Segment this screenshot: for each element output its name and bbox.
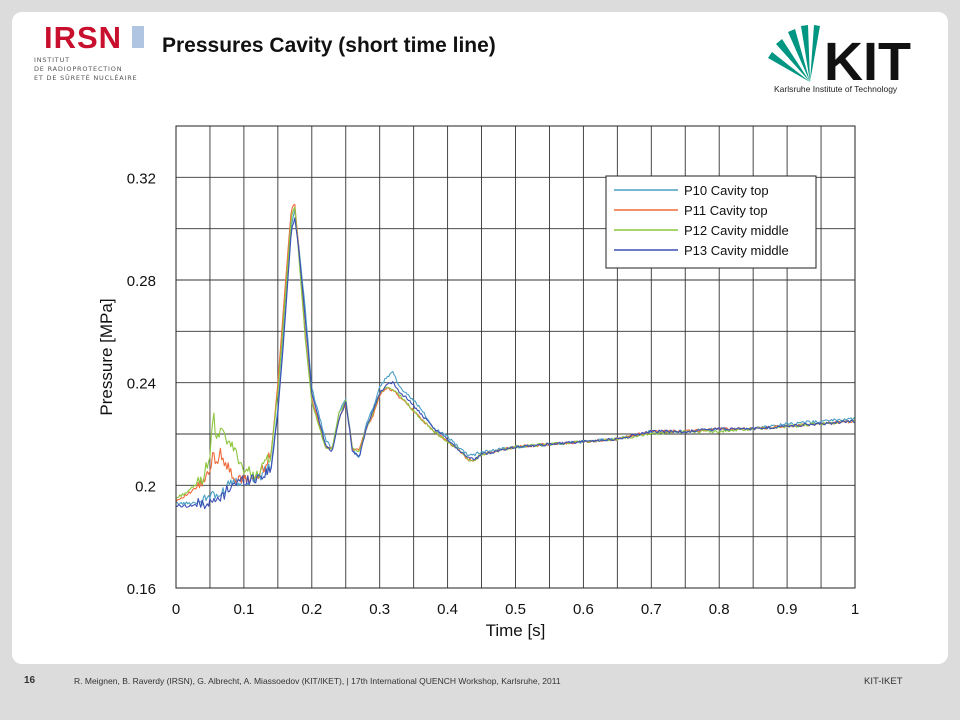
legend-label: P10 Cavity top xyxy=(684,183,769,198)
kit-logo-text: KIT xyxy=(824,32,911,84)
irsn-logo-subtitle: INSTITUT DE RADIOPROTECTION ET DE SÛRETÉ… xyxy=(34,56,137,83)
y-tick-label: 0.28 xyxy=(127,273,156,290)
series-line-4 xyxy=(175,217,856,510)
x-tick-label: 1 xyxy=(851,601,859,618)
x-tick-label: 0.8 xyxy=(709,601,730,618)
legend-label: P11 Cavity top xyxy=(684,203,768,218)
irsn-line-1: INSTITUT xyxy=(34,56,70,64)
legend-box xyxy=(605,175,817,269)
irsn-line-2: DE RADIOPROTECTION xyxy=(34,65,123,73)
series-line-3 xyxy=(175,206,856,499)
x-tick-label: 0.1 xyxy=(233,601,254,618)
legend-label: P13 Cavity middle xyxy=(684,243,789,258)
x-tick-label: 0.5 xyxy=(505,601,526,618)
x-tick-label: 0.3 xyxy=(369,601,390,618)
pressure-chart: 0.160.20.240.280.32 0 0.1 0.2 0.3 0.4 0.5 0.6 0… xyxy=(97,125,859,640)
slide-title: Pressures Cavity (short time line) xyxy=(162,34,496,57)
chart-legend: P10 Cavity top P11 Cavity top P12 Cavity m… xyxy=(605,175,817,269)
y-tick-label: 0.24 xyxy=(127,376,156,393)
kit-logo: KIT Karlsruhe Institute of Technology xyxy=(764,22,920,102)
kit-logo-subtitle: Karlsruhe Institute of Technology xyxy=(774,84,898,94)
chart-series-group xyxy=(175,203,856,510)
irsn-logo-text: IRSN xyxy=(44,20,122,54)
irsn-line-3: ET DE SÛRETÉ NUCLÉAIRE xyxy=(34,74,138,82)
slide-canvas xyxy=(12,12,948,664)
x-tick-label: 0.9 xyxy=(777,601,798,618)
x-axis-label: Time [s] xyxy=(486,621,546,640)
footer-institute: KIT-IKET xyxy=(864,676,903,687)
irsn-logo: IRSN INSTITUT DE RADIOPROTECTION ET DE S… xyxy=(32,20,152,106)
y-axis-label: Pressure [MPa] xyxy=(97,298,116,415)
x-tick-label: 0.2 xyxy=(301,601,322,618)
plot-frame xyxy=(175,125,856,589)
y-tick-label: 0.32 xyxy=(127,170,156,187)
y-tick-label: 0.2 xyxy=(135,478,156,495)
x-tick-labels: 0 0.1 0.2 0.3 0.4 0.5 0.6 0.7 0.8 0.9 1 xyxy=(172,601,859,618)
x-tick-label: 0.7 xyxy=(641,601,662,618)
x-tick-label: 0.6 xyxy=(573,601,594,618)
x-tick-label: 0.4 xyxy=(437,601,458,618)
x-tick-label: 0 xyxy=(172,601,180,618)
kit-logo-mark: KIT xyxy=(768,25,911,92)
y-tick-labels: 0.16 0.2 0.24 0.28 0.32 xyxy=(127,170,156,598)
irsn-logo-mark: IRSN xyxy=(44,20,144,54)
page-number: 16 xyxy=(24,675,36,686)
y-tick-label: 0.16 xyxy=(127,581,156,598)
footer-citation: R. Meignen, B. Raverdy (IRSN), G. Albrec… xyxy=(74,676,561,686)
legend-label: P12 Cavity middle xyxy=(684,223,789,238)
